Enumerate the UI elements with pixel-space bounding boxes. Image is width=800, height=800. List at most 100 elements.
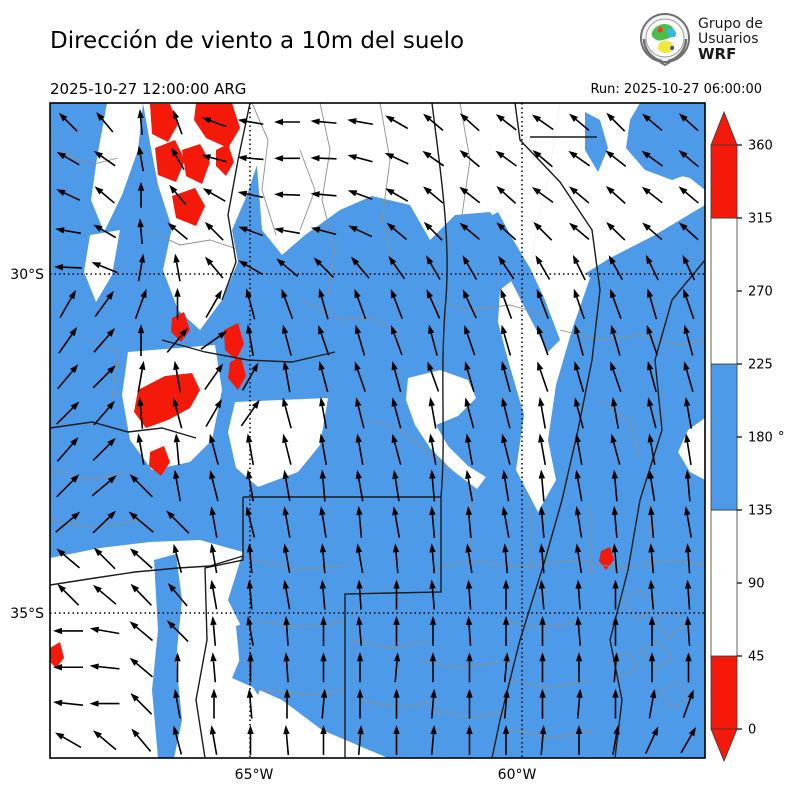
wind-arrow [201, 117, 227, 128]
wind-arrow [246, 324, 255, 356]
wind-arrow [683, 324, 694, 356]
wind-arrow [423, 113, 444, 131]
wind-arrow [429, 652, 437, 683]
admin-boundary-line [429, 299, 546, 316]
wind-arrow [647, 433, 656, 466]
wind-arrow [385, 115, 409, 130]
wind-arrow [354, 288, 367, 320]
wind-arrow [426, 255, 441, 280]
wind-arrow [678, 222, 699, 241]
wind-arrow [92, 437, 116, 462]
wind-arrow [320, 688, 328, 719]
admin-boundary-line [379, 103, 396, 271]
wind-arrow [246, 616, 254, 646]
wind-arrow [209, 506, 218, 538]
wind-arrow [610, 361, 622, 392]
wind-arrow [246, 433, 255, 466]
blue-direction-regions [152, 103, 705, 758]
wind-arrow [575, 615, 582, 646]
wind-arrow [684, 615, 692, 646]
wind-arrow [646, 288, 658, 320]
wind-arrow [245, 288, 256, 320]
wind-arrow [59, 289, 76, 319]
wind-arrow [355, 397, 365, 429]
wind-arrow [539, 688, 546, 719]
wind-arrow [392, 469, 400, 502]
wind-arrow [240, 399, 260, 427]
wind-arrow [137, 360, 146, 393]
wind-arrow [465, 505, 473, 538]
valid-time-label: 2025-10-27 12:00:00 ARG [50, 80, 247, 98]
wind-arrow [310, 118, 337, 125]
wind-arrow [423, 186, 444, 204]
wind-arrow [93, 547, 116, 570]
wind-arrow [648, 615, 656, 646]
wind-arrow [465, 615, 473, 646]
admin-boundary-line [299, 299, 401, 336]
admin-boundary-line [147, 229, 241, 251]
wind-arrow [429, 579, 436, 610]
wind-arrow [611, 505, 619, 538]
wind-arrow [93, 328, 115, 353]
wind-arrow [574, 324, 584, 356]
colorbar-segment [710, 509, 738, 657]
admin-boundary-line [254, 559, 346, 571]
admin-boundary-line [619, 589, 656, 621]
wrf-logo-text: Grupo de Usuarios WRF [698, 16, 763, 63]
admin-boundary-line [599, 399, 641, 461]
wind-arrow [500, 288, 513, 320]
wind-arrow [210, 615, 217, 646]
wind-arrow [533, 221, 553, 241]
wind-arrow [318, 288, 329, 320]
wind-arrow [319, 543, 327, 574]
wind-arrow [209, 469, 219, 502]
wind-arrow [56, 437, 79, 462]
wind-arrow [611, 469, 619, 502]
wind-arrow [612, 652, 620, 683]
blue-region [236, 618, 270, 695]
wind-arrow [274, 155, 300, 162]
wind-arrow [310, 191, 337, 198]
wind-arrow [466, 688, 473, 719]
wind-arrow [496, 186, 517, 204]
wind-arrow [426, 289, 441, 319]
wind-arrow [574, 506, 583, 538]
colorbar-tick-label: 0 [748, 723, 756, 738]
colorbar-segment [710, 655, 738, 730]
wind-arrow [172, 397, 183, 429]
wind-arrow [129, 621, 154, 642]
colorbar-segment [710, 217, 738, 365]
wind-arrow [237, 190, 264, 199]
wind-arrow [647, 469, 656, 502]
wind-arrow [318, 324, 330, 356]
wind-arrow [53, 664, 83, 671]
wind-arrow [569, 222, 590, 241]
wind-arrow [612, 615, 619, 646]
wind-arrow [134, 288, 147, 320]
wind-arrow [538, 433, 547, 466]
wind-arrow [539, 725, 547, 755]
wind-arrow [129, 548, 153, 569]
colorbar-tick-label: 270 [748, 285, 773, 300]
wind-arrow [347, 190, 373, 200]
wind-arrow [130, 692, 153, 715]
white-region [678, 418, 705, 480]
wind-arrow [355, 543, 364, 574]
wind-arrow [209, 725, 218, 755]
red-region [134, 373, 200, 428]
wind-arrow [393, 615, 400, 646]
wind-arrow [245, 506, 256, 538]
wind-arrow [174, 287, 181, 320]
wind-arrow [641, 186, 663, 204]
wind-arrow [610, 288, 622, 320]
wind-arrow [391, 433, 402, 465]
wind-arrow [92, 510, 117, 534]
wind-arrow [283, 615, 290, 646]
wind-arrow [56, 189, 81, 201]
wind-arrow [386, 222, 407, 241]
wind-arrow [606, 222, 626, 241]
wrf-logo-line3: WRF [698, 44, 737, 63]
wind-arrow [464, 397, 475, 429]
wind-arrow [683, 288, 695, 320]
wind-arrow [429, 505, 436, 538]
